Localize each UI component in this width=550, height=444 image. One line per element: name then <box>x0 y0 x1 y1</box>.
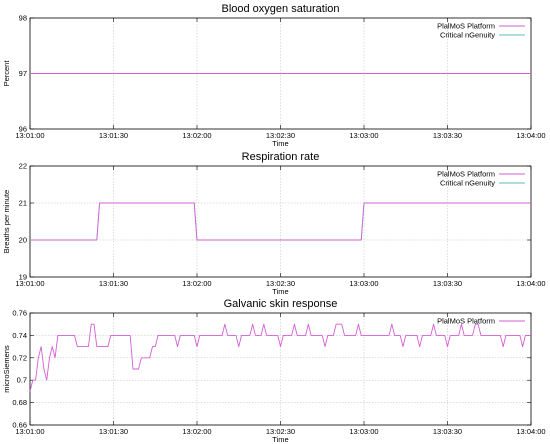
x-tick-label: 13:03:30 <box>433 427 462 436</box>
y-tick-label: 22 <box>19 162 27 171</box>
legend-label-1: PlalMoS Platform <box>437 317 495 326</box>
y-axis-label: Breaths per minute <box>2 190 11 253</box>
x-tick-label: 13:01:30 <box>99 279 128 288</box>
x-tick-label: 13:03:00 <box>349 279 378 288</box>
chart-panel-1: Blood oxygen saturation 13:01:00 13:01:30 1… <box>2 3 546 148</box>
y-tick-label: 20 <box>19 236 27 245</box>
plot-frame <box>29 312 532 426</box>
y-tick-label: 97 <box>19 69 27 78</box>
plot-frame <box>29 165 532 278</box>
y-axis-label: Percent <box>2 60 11 87</box>
y-tick-label: 0.74 <box>12 331 27 340</box>
chart-title: Respiration rate <box>242 151 320 163</box>
chart-title: Blood oxygen saturation <box>221 3 339 15</box>
chart-panel-3: Galvanic skin response 13:01:00 13:01:30 13… <box>2 298 546 444</box>
x-axis-label: Time <box>272 287 288 296</box>
series-line-1 <box>29 323 531 392</box>
y-tick-label: 0.72 <box>12 353 27 362</box>
x-tick-label: 13:02:00 <box>182 427 211 436</box>
x-tick-label: 13:02:30 <box>266 279 295 288</box>
x-tick-label: 13:02:30 <box>266 427 295 436</box>
x-tick-label: 13:01:00 <box>15 279 44 288</box>
x-axis-label: Time <box>272 139 288 148</box>
y-tick-label: 0.66 <box>12 421 27 430</box>
series-line-1 <box>30 202 531 241</box>
y-tick-label: 19 <box>19 273 27 282</box>
x-tick-label: 13:01:30 <box>99 131 128 140</box>
x-tick-label: 13:01:30 <box>99 427 128 436</box>
x-tick-label: 13:03:30 <box>433 279 462 288</box>
y-tick-label: 0.7 <box>17 376 27 385</box>
chart-title: Galvanic skin response <box>224 298 338 310</box>
y-tick-label: 21 <box>19 199 27 208</box>
legend-label-2: Critical nGenuity <box>440 179 495 188</box>
x-tick-label: 13:04:00 <box>516 131 545 140</box>
x-tick-label: 13:04:00 <box>516 427 545 436</box>
x-tick-label: 13:03:30 <box>433 131 462 140</box>
legend-label-2: Critical nGenuity <box>440 31 495 40</box>
x-tick-label: 13:02:00 <box>182 279 211 288</box>
x-tick-label: 13:01:00 <box>15 427 44 436</box>
x-tick-label: 13:02:00 <box>182 131 211 140</box>
y-axis-label: microSiemens <box>2 345 11 393</box>
x-tick-label: 13:03:00 <box>349 131 378 140</box>
y-tick-label: 98 <box>19 14 27 23</box>
x-tick-label: 13:03:00 <box>349 427 378 436</box>
legend-label-1: PlalMoS Platform <box>437 22 495 31</box>
y-tick-label: 96 <box>19 125 27 134</box>
x-tick-label: 13:01:00 <box>15 131 44 140</box>
y-tick-label: 0.76 <box>12 309 27 318</box>
y-tick-label: 0.68 <box>12 398 27 407</box>
chart-panel-2: Respiration rate 13:01:00 13:01:30 13:02:00… <box>2 151 546 296</box>
x-tick-label: 13:02:30 <box>266 131 295 140</box>
x-tick-label: 13:04:00 <box>516 279 545 288</box>
legend-label-1: PlalMoS Platform <box>437 170 495 179</box>
x-axis-label: Time <box>272 435 288 444</box>
